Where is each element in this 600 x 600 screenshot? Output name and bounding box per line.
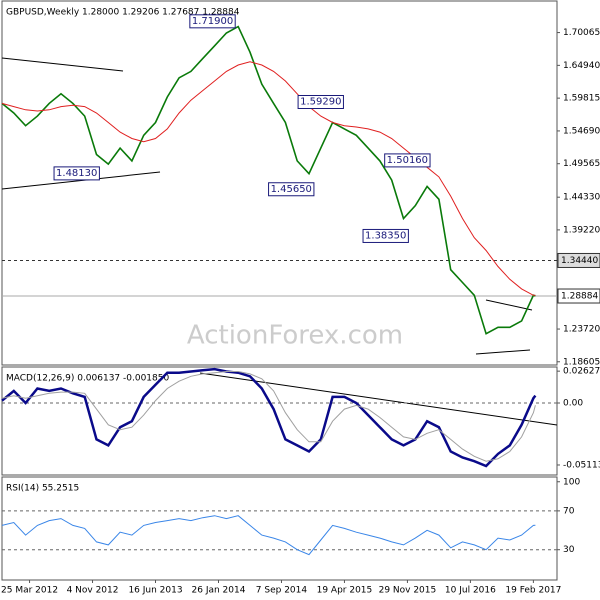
y-tick-label: 70 xyxy=(563,506,575,516)
watermark: ActionForex.com xyxy=(187,321,403,351)
panel-title: RSI(14) 55.2515 xyxy=(6,484,79,494)
annotation-label: 1.48130 xyxy=(56,168,97,179)
level-label: 1.34440 xyxy=(561,256,598,266)
trendline xyxy=(1,171,161,190)
annotation-label: 1.45650 xyxy=(271,184,312,195)
x-tick-label: 10 Jul 2016 xyxy=(445,586,496,596)
trendline xyxy=(1,57,124,72)
level-label-box xyxy=(557,288,600,304)
y-tick-label: 1.70065 xyxy=(563,28,600,38)
x-tick-label: 7 Sep 2014 xyxy=(256,586,308,596)
x-tick-label: 4 Nov 2012 xyxy=(67,586,119,596)
x-tick-label: 26 Jan 2014 xyxy=(192,586,246,596)
series-line xyxy=(1,515,536,556)
y-tick-label: 1.39220 xyxy=(563,225,600,235)
level-label-box xyxy=(557,252,600,268)
y-tick-label: 1.18605 xyxy=(563,357,600,367)
y-tick-label: 1.23720 xyxy=(563,325,600,335)
panel-subtitle: 1.28000 1.29206 1.27687 1.28884 xyxy=(82,8,240,18)
series-line xyxy=(1,371,536,462)
y-tick-label: -0.051137 xyxy=(563,460,600,470)
panel-title: MACD(12,26,9) 0.006137 -0.001850 xyxy=(6,374,169,384)
annotation-box xyxy=(384,153,431,168)
y-tick-label: 1.44330 xyxy=(563,193,600,203)
trendline xyxy=(485,299,533,311)
annotation-label: 1.59290 xyxy=(300,96,341,107)
y-tick-label: 1.54690 xyxy=(563,126,600,136)
annotation-box xyxy=(53,166,100,181)
x-tick-label: 19 Feb 2017 xyxy=(505,586,561,596)
y-tick-label: 1.59815 xyxy=(563,94,600,104)
series-line xyxy=(1,367,537,468)
y-tick-label: 100 xyxy=(563,477,580,487)
y-tick-label: 0.026276 xyxy=(563,367,600,377)
annotation-box xyxy=(268,182,315,197)
level-label: 1.28884 xyxy=(561,292,598,302)
series-line xyxy=(1,25,536,335)
series-line xyxy=(1,61,536,296)
macd-panel xyxy=(1,366,558,476)
y-tick-label: 0.00 xyxy=(563,399,583,409)
panel-title: GBPUSD,Weekly xyxy=(6,8,80,18)
y-tick-label: 1.64940 xyxy=(563,61,600,71)
x-tick-label: 25 Mar 2012 xyxy=(1,586,58,596)
x-tick-label: 29 Nov 2015 xyxy=(379,586,437,596)
x-tick-label: 16 Jun 2013 xyxy=(128,586,182,596)
annotation-label: 1.71900 xyxy=(192,16,233,27)
trendline xyxy=(199,372,558,426)
annotation-box xyxy=(189,14,236,29)
y-tick-label: 30 xyxy=(563,545,575,555)
price-panel xyxy=(1,0,558,366)
annotation-label: 1.50160 xyxy=(387,155,428,166)
x-tick-label: 19 Apr 2015 xyxy=(317,586,373,596)
rsi-panel xyxy=(1,476,558,581)
annotation-box xyxy=(297,94,344,109)
annotation-label: 1.38350 xyxy=(365,230,406,241)
y-tick-label: 1.49565 xyxy=(563,159,600,169)
trendline xyxy=(475,349,531,355)
annotation-box xyxy=(362,228,409,243)
